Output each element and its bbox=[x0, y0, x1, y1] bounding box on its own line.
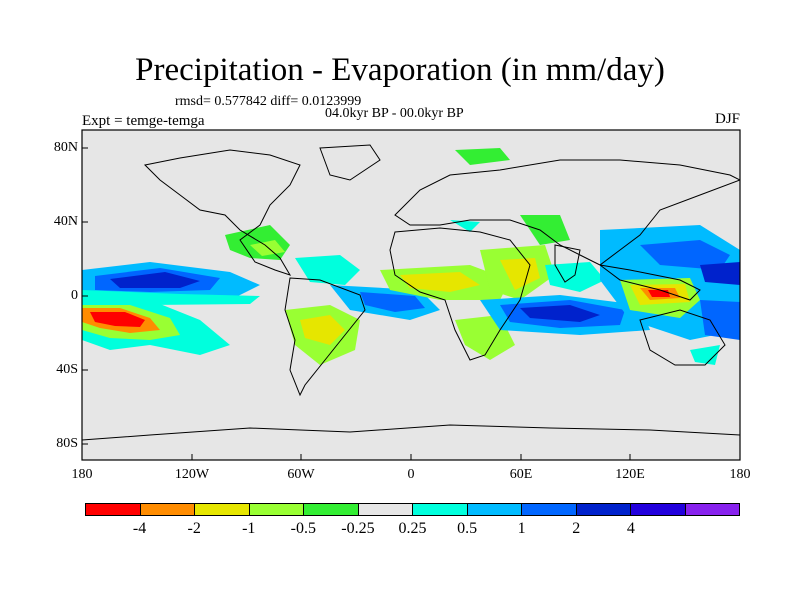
colorbar-label: -0.5 bbox=[290, 520, 316, 537]
colorbar-swatch bbox=[685, 504, 739, 515]
colorbar-label: 2 bbox=[572, 520, 581, 537]
anomaly-region bbox=[360, 292, 425, 312]
experiment-label: Expt = temge-temga bbox=[82, 113, 205, 129]
anomaly-region bbox=[250, 240, 285, 256]
colorbar-label: -1 bbox=[242, 520, 256, 537]
colorbar bbox=[85, 503, 740, 516]
anomaly-region bbox=[300, 315, 345, 345]
anomaly-region bbox=[520, 215, 570, 245]
x-tick-label: 120E bbox=[615, 467, 645, 482]
colorbar-label: -2 bbox=[187, 520, 201, 537]
colorbar-swatch bbox=[358, 504, 413, 515]
map-title: Precipitation - Evaporation (in mm/day) bbox=[135, 52, 665, 88]
anomaly-region bbox=[545, 262, 605, 292]
colorbar-swatch bbox=[467, 504, 522, 515]
anomaly-region bbox=[450, 220, 480, 232]
colorbar-label: 0.25 bbox=[398, 520, 427, 537]
x-tick-label: 180 bbox=[71, 467, 93, 482]
anomaly-region bbox=[640, 240, 730, 270]
y-tick-label: 40S bbox=[56, 362, 78, 377]
anomaly-region bbox=[455, 148, 510, 165]
anomaly-region bbox=[700, 300, 740, 340]
colorbar-swatch bbox=[140, 504, 195, 515]
colorbar-swatch bbox=[86, 504, 141, 515]
colorbar-label: 4 bbox=[626, 520, 635, 537]
axis-ticks bbox=[81, 147, 741, 460]
anomaly-region bbox=[82, 290, 260, 305]
x-tick-label: 180 bbox=[729, 467, 751, 482]
x-tick-label: 120W bbox=[174, 467, 210, 482]
anomaly-region bbox=[700, 262, 740, 285]
colorbar-swatch bbox=[249, 504, 304, 515]
colorbar-swatch bbox=[576, 504, 631, 515]
anomaly-field bbox=[82, 148, 740, 365]
colorbar-label: 1 bbox=[517, 520, 526, 537]
colorbar-swatch bbox=[631, 504, 686, 515]
anomaly-region bbox=[690, 345, 720, 365]
period-label: 04.0kyr BP - 00.0kyr BP bbox=[325, 106, 464, 121]
y-tick-label: 80S bbox=[56, 436, 78, 451]
colorbar-swatch bbox=[522, 504, 577, 515]
anomaly-region bbox=[90, 312, 145, 327]
x-tick-label: 60E bbox=[509, 467, 533, 482]
x-tick-label: 0 bbox=[407, 467, 415, 482]
colorbar-label: -0.25 bbox=[341, 520, 375, 537]
y-tick-label: 0 bbox=[71, 288, 78, 303]
anomaly-region bbox=[110, 272, 200, 288]
season-label: DJF bbox=[714, 111, 740, 127]
y-tick-label: 40N bbox=[53, 214, 78, 229]
colorbar-label: 0.5 bbox=[457, 520, 478, 537]
colorbar-swatch bbox=[304, 504, 359, 515]
colorbar-swatch bbox=[195, 504, 250, 515]
anomaly-region bbox=[400, 272, 480, 292]
anomaly-region bbox=[295, 255, 360, 285]
y-tick-label: 80N bbox=[53, 140, 78, 155]
colorbar-label: -4 bbox=[132, 520, 147, 537]
x-tick-label: 60W bbox=[287, 467, 315, 482]
colorbar-swatch bbox=[413, 504, 468, 515]
coastlines bbox=[82, 144, 740, 441]
anomaly-region bbox=[520, 305, 600, 322]
stats-label: rmsd= 0.577842 diff= 0.0123999 bbox=[175, 94, 362, 109]
